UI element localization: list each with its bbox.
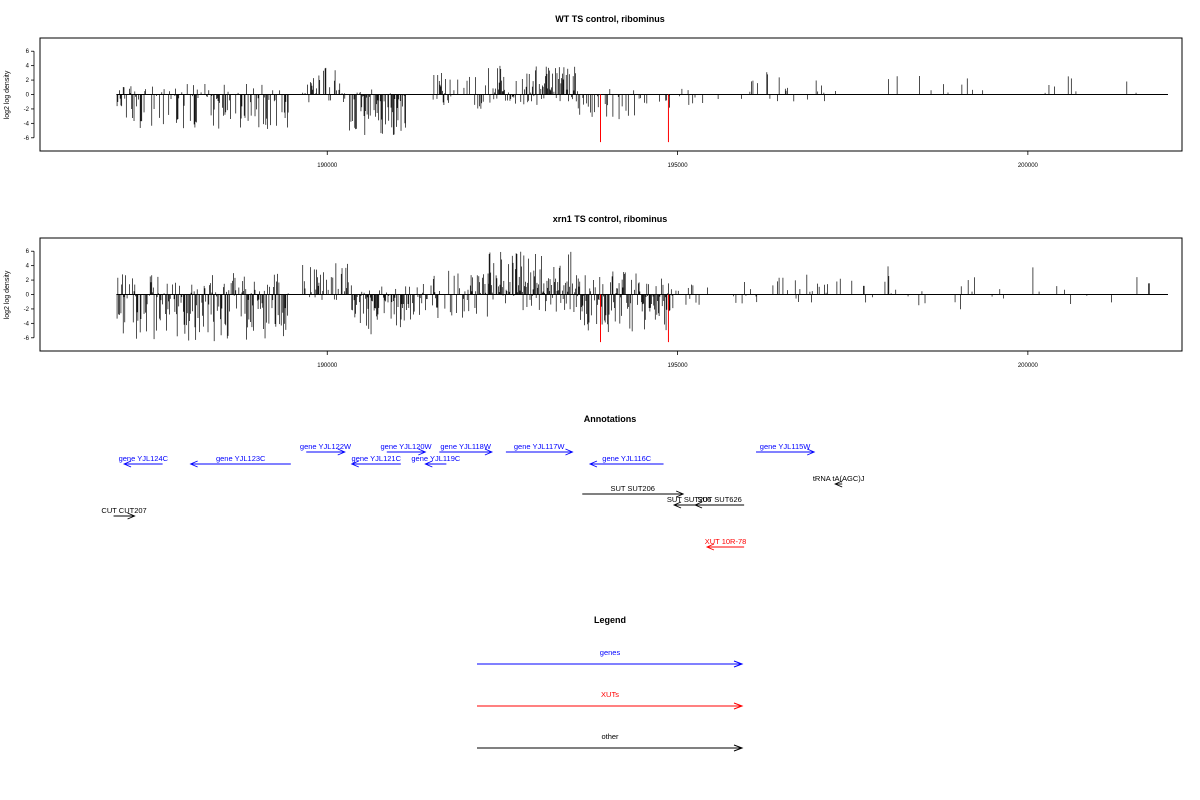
feature-label: gene YJL121C xyxy=(352,454,402,463)
plot-frame xyxy=(39,237,1183,352)
x-tick-label: 190000 xyxy=(317,163,338,169)
annotation-feature: SUT SUT626 xyxy=(693,495,745,509)
x-tick-label: 190000 xyxy=(317,363,338,369)
legend-item: other xyxy=(477,732,744,752)
annotation-feature: gene YJL120W xyxy=(380,442,433,456)
feature-label: gene YJL118W xyxy=(440,442,492,451)
strand-arrow-icon xyxy=(127,512,136,520)
y-tick-label: -4 xyxy=(24,121,30,127)
feature-label: SUT SUT626 xyxy=(697,495,741,504)
y-axis-label: log2 log density xyxy=(4,270,11,319)
x-tick-label: 195000 xyxy=(668,163,689,169)
annotation-feature: gene YJL123C xyxy=(189,454,291,468)
annotation-feature: gene YJL118W xyxy=(439,442,494,456)
feature-label: gene YJL116C xyxy=(602,454,652,463)
strand-arrow-icon xyxy=(122,460,132,468)
legend-arrow-icon xyxy=(733,744,744,752)
feature-label: gene YJL117W xyxy=(514,442,566,451)
legend: Legend genes XUTs other xyxy=(477,615,744,752)
feature-label: gene YJL123C xyxy=(216,454,266,463)
legend-title: Legend xyxy=(594,615,626,625)
feature-label: SUT SUT206 xyxy=(667,495,711,504)
strand-arrow-icon xyxy=(675,490,685,498)
annotation-feature: CUT CUT207 xyxy=(101,506,147,520)
y-tick-label: 0 xyxy=(26,93,30,99)
x-tick-label: 200000 xyxy=(1018,363,1039,369)
y-tick-label: 4 xyxy=(26,64,30,70)
annotation-feature: gene YJL122W xyxy=(300,442,352,456)
panel-title: xrn1 TS control, ribominus xyxy=(553,214,668,224)
y-tick-label: 6 xyxy=(26,49,30,55)
y-tick-label: 0 xyxy=(26,293,30,299)
legend-item: XUTs xyxy=(477,690,744,710)
y-tick-label: -6 xyxy=(24,136,30,142)
feature-label: gene YJL120W xyxy=(380,442,432,451)
annotation-feature: gene YJL124C xyxy=(119,454,169,468)
xrn1-density-panel: xrn1 TS control, ribominus log2 log dens… xyxy=(4,214,1183,369)
y-tick-label: 2 xyxy=(26,278,30,284)
strand-arrow-icon xyxy=(418,448,427,456)
annotation-feature: SUT SUT206 xyxy=(582,484,685,498)
strand-arrow-icon xyxy=(350,460,359,468)
strand-arrow-icon xyxy=(588,460,598,468)
strand-arrow-icon xyxy=(189,460,198,468)
strand-arrow-icon xyxy=(337,448,346,456)
y-tick-label: 6 xyxy=(26,249,30,255)
y-tick-label: -2 xyxy=(24,107,30,113)
strand-arrow-icon xyxy=(693,501,703,509)
y-axis-label: log2 log density xyxy=(4,70,11,119)
strand-arrow-icon xyxy=(565,448,574,456)
x-tick-label: 200000 xyxy=(1018,163,1039,169)
strand-arrow-icon xyxy=(424,460,433,468)
feature-label: gene YJL119C xyxy=(411,454,461,463)
y-tick-label: 2 xyxy=(26,78,30,84)
wt-density-panel: WT TS control, ribominus log2 log densit… xyxy=(4,14,1183,169)
annotation-feature: tRNA tA(AGC)J xyxy=(813,474,865,488)
legend-arrow-icon xyxy=(733,660,744,668)
strand-arrow-icon xyxy=(672,501,682,509)
strand-arrow-icon xyxy=(834,480,843,488)
annotation-feature: gene YJL115W xyxy=(756,442,816,456)
annotation-feature: gene YJL119C xyxy=(411,454,461,468)
feature-label: gene YJL124C xyxy=(119,454,169,463)
annotation-feature: gene YJL117W xyxy=(505,442,574,456)
annotations-track: Annotations gene YJL124C gene YJL123C gene… xyxy=(101,414,865,551)
legend-item: genes xyxy=(477,648,744,668)
y-tick-label: -4 xyxy=(24,321,30,327)
plot-frame xyxy=(39,37,1183,152)
feature-label: gene YJL115W xyxy=(760,442,812,451)
feature-label: SUT SUT206 xyxy=(610,484,654,493)
y-tick-label: -2 xyxy=(24,307,30,313)
y-tick-label: 4 xyxy=(26,264,30,270)
feature-label: tRNA tA(AGC)J xyxy=(813,474,865,483)
annotation-feature: gene YJL121C xyxy=(350,454,402,468)
y-tick-label: -6 xyxy=(24,336,30,342)
feature-label: XUT 10R-78 xyxy=(705,537,747,546)
feature-label: gene YJL122W xyxy=(300,442,352,451)
annotations-title: Annotations xyxy=(584,414,637,424)
strand-arrow-icon xyxy=(705,543,715,551)
legend-arrow-icon xyxy=(733,702,744,710)
legend-label: genes xyxy=(600,648,621,657)
feature-label: CUT CUT207 xyxy=(101,506,146,515)
strand-arrow-icon xyxy=(807,448,816,456)
x-tick-label: 195000 xyxy=(668,363,689,369)
legend-label: other xyxy=(601,732,619,741)
strand-arrow-icon xyxy=(484,448,494,456)
panel-title: WT TS control, ribominus xyxy=(555,14,665,24)
annotation-feature: gene YJL116C xyxy=(588,454,664,468)
annotation-feature: XUT 10R-78 xyxy=(705,537,747,551)
legend-label: XUTs xyxy=(601,690,619,699)
